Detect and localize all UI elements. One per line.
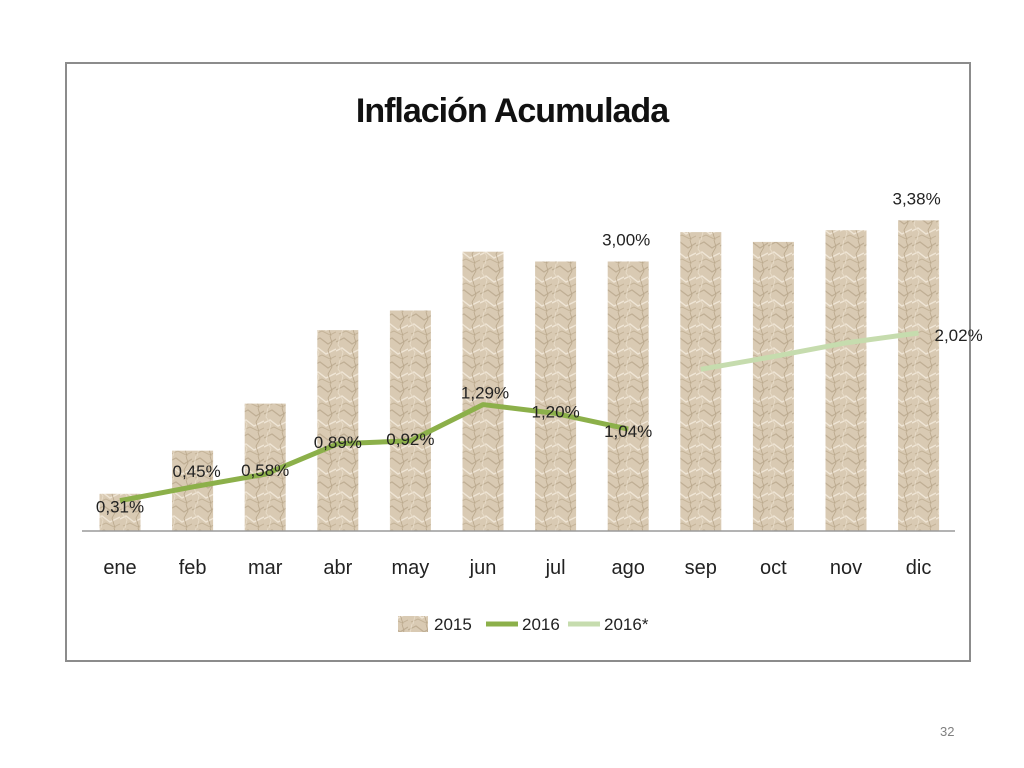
lines-layer xyxy=(119,330,919,504)
legend-label-2016-proj: 2016* xyxy=(604,615,649,634)
bar-2015-nov xyxy=(825,230,867,531)
line-label-2016-jul: 1,20% xyxy=(531,402,579,421)
x-tick-ene: ene xyxy=(103,557,136,579)
x-tick-nov: nov xyxy=(830,557,862,579)
bar-2015-dic xyxy=(898,220,940,531)
x-tick-labels: ene feb mar abr may jun jul ago sep oct nov dic xyxy=(103,557,931,579)
legend-label-2016: 2016 xyxy=(522,615,560,634)
x-tick-mar: mar xyxy=(248,557,283,579)
x-tick-oct: oct xyxy=(760,557,787,579)
line-2016-proj xyxy=(700,330,919,372)
bar-2015-may xyxy=(389,310,431,531)
line-2016 xyxy=(119,402,629,504)
chart-title: Inflación Acumulada xyxy=(355,92,669,130)
line-label-2016-feb: 0,45% xyxy=(172,462,220,481)
bar-2015-sep xyxy=(680,232,722,531)
x-tick-jul: jul xyxy=(545,557,566,579)
legend-swatch-2015 xyxy=(398,616,428,632)
x-tick-sep: sep xyxy=(685,557,717,579)
x-tick-may: may xyxy=(392,557,430,579)
bar-2015-abr xyxy=(317,330,359,531)
line-label-2016-may: 0,92% xyxy=(386,430,434,449)
x-tick-jun: jun xyxy=(469,557,497,579)
line-label-2016-ago: 1,04% xyxy=(604,422,652,441)
x-tick-feb: feb xyxy=(179,557,207,579)
line-label-2016-abr: 0,89% xyxy=(314,433,362,452)
bars-layer xyxy=(99,220,940,531)
x-tick-abr: abr xyxy=(323,557,352,579)
bar-label-ago: 3,00% xyxy=(602,231,650,250)
line-label-2016-ene: 0,31% xyxy=(96,498,144,517)
legend-label-2015: 2015 xyxy=(434,615,472,634)
line-label-2016-mar: 0,58% xyxy=(241,461,289,480)
line-label-2016-proj-dic: 2,02% xyxy=(934,326,982,345)
page-number: 32 xyxy=(940,724,955,739)
bar-label-dic: 3,38% xyxy=(892,189,940,208)
labels-layer: 3,00% 3,38% 0,31% 0,45% 0,58% 0,89% 0,92% 1,29%… xyxy=(96,189,983,516)
x-tick-dic: dic xyxy=(906,557,932,579)
x-tick-ago: ago xyxy=(612,557,645,579)
bar-2015-oct xyxy=(752,241,794,531)
bar-2015-ago xyxy=(607,261,649,531)
bar-2015-jun xyxy=(462,251,504,531)
chart-frame xyxy=(65,62,971,662)
line-label-2016-jun: 1,29% xyxy=(461,384,509,403)
legend: 2015 2016 2016* xyxy=(398,615,649,634)
bar-2015-jul xyxy=(535,261,577,531)
